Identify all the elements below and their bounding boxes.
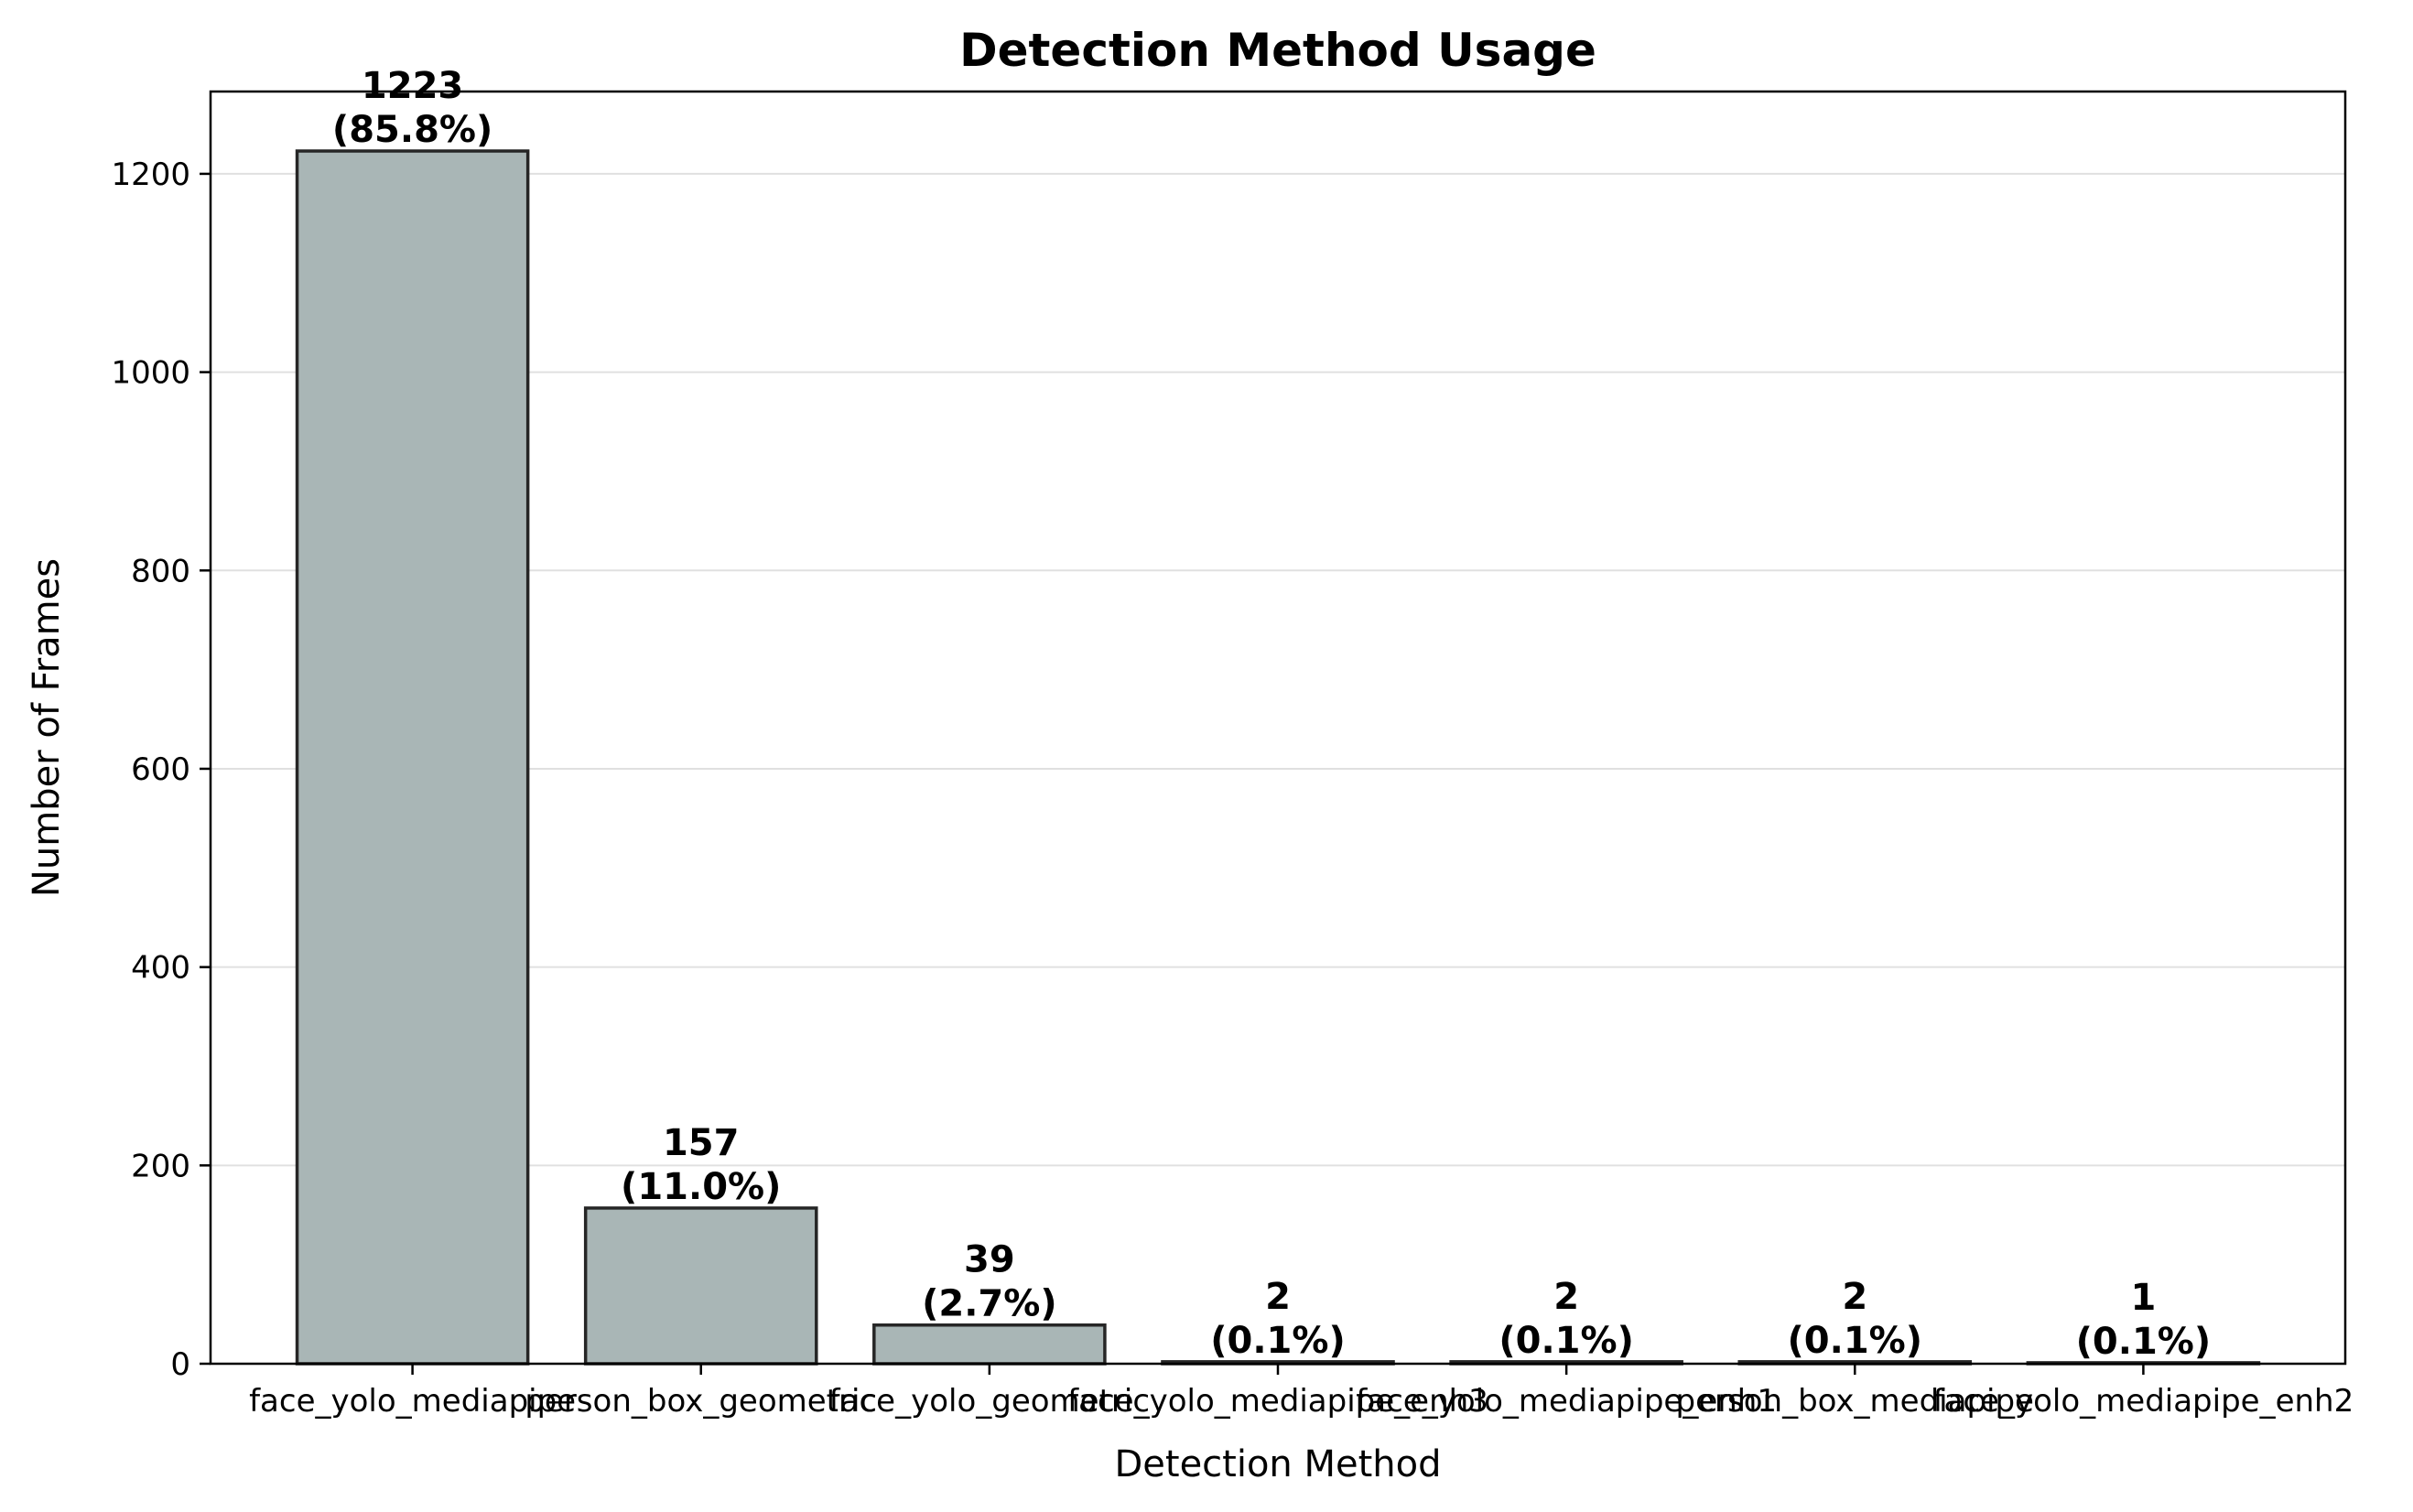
bar-value-label: 2 <box>1553 1276 1579 1318</box>
bar-value-label: 1 <box>2130 1277 2156 1319</box>
bar-label-layer: 1223(85.8%)157(11.0%)39(2.7%) 2(0.1%)2(0.… <box>332 65 2211 1363</box>
bar-percent-label: (0.1%) <box>1499 1320 1634 1362</box>
bar-percent-label: (2.7%) <box>922 1283 1057 1325</box>
grid-layer <box>211 172 2345 1365</box>
y-tick-label: 400 <box>131 950 190 987</box>
bar-value-label: 1223 <box>362 65 463 107</box>
x-tick-label: face_yolo_mediapipe <box>249 1383 576 1420</box>
bar-percent-label: (0.1%) <box>1788 1320 1923 1362</box>
y-tick-label: 800 <box>131 553 190 589</box>
x-tick-label: person_box_geometric <box>525 1383 877 1420</box>
x-tick-label: face_yolo_geometric <box>829 1383 1150 1420</box>
x-tick-label: face_yolo_mediapipe_enh1 <box>1356 1383 1777 1420</box>
bar-percent-label: (0.1%) <box>1210 1320 1346 1362</box>
bar-value-label: 157 <box>663 1122 740 1164</box>
y-tick-label: 1000 <box>111 355 190 392</box>
bar-percent-label: (0.1%) <box>2076 1321 2212 1363</box>
bar-percent-label: (85.8%) <box>332 109 492 151</box>
bar-value-label: 2 <box>1842 1276 1867 1318</box>
bar-person-box-geometric <box>583 1206 818 1366</box>
bar-value-label: 39 <box>964 1239 1015 1281</box>
plot-frame <box>209 90 2347 1366</box>
y-axis-label: Number of Frames <box>26 558 68 897</box>
x-tick-label: face_yolo_mediapipe_enh2 <box>1933 1383 2354 1420</box>
bar-face-yolo-geometric <box>872 1323 1107 1366</box>
chart-title: Detection Method Usage <box>959 24 1596 77</box>
bar-layer <box>295 149 2261 1366</box>
bar-percent-label: (11.0%) <box>621 1166 781 1208</box>
tick-layer: 0 200 400 600 800 1000 1200 face_yolo_mediapipe… <box>111 157 2353 1420</box>
bar-value-label: 2 <box>1265 1276 1291 1318</box>
y-tick-label: 200 <box>131 1148 190 1184</box>
y-tick-label: 0 <box>170 1346 190 1383</box>
x-tick-label: face_yolo_mediapipe_enh3 <box>1067 1383 1488 1420</box>
y-tick-label: 1200 <box>111 157 190 193</box>
bar-face-yolo-mediapipe <box>295 149 530 1366</box>
x-tick-label: person_box_mediapipe <box>1676 1383 2034 1420</box>
x-axis-label: Detection Method <box>1114 1443 1441 1485</box>
y-tick-label: 600 <box>131 751 190 788</box>
